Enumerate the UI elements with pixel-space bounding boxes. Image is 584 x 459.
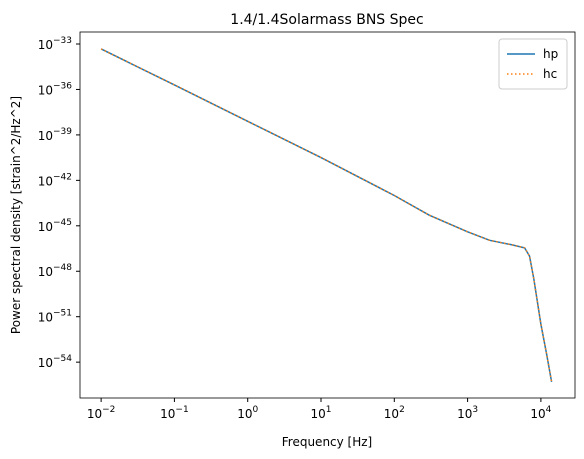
y-tick-label: 10−33 xyxy=(38,36,72,52)
series-line xyxy=(100,48,553,382)
series-line xyxy=(100,48,553,382)
y-tick-label: 10−42 xyxy=(38,172,72,188)
y-tick-label: 10−39 xyxy=(38,127,73,143)
y-tick-label: 10−36 xyxy=(38,81,73,97)
y-axis-label: Power spectral density [strain^2/Hz^2] xyxy=(9,96,23,334)
legend: hp hc xyxy=(498,38,568,90)
x-tick-label: 104 xyxy=(530,405,551,421)
chart-title: 1.4/1.4Solarmass BNS Spec xyxy=(230,12,423,28)
x-tick-label: 103 xyxy=(457,405,478,421)
plot-frame xyxy=(79,31,576,399)
y-tick-label: 10−48 xyxy=(38,263,73,279)
legend-label: hc xyxy=(543,67,557,81)
x-axis-label: Frequency [Hz] xyxy=(282,435,373,449)
x-tick-label: 10−2 xyxy=(87,405,116,421)
legend-label: hp xyxy=(543,47,558,61)
x-tick-label: 102 xyxy=(384,405,405,421)
x-tick-label: 100 xyxy=(237,405,258,421)
x-tick-label: 10−1 xyxy=(160,405,189,421)
y-tick-label: 10−45 xyxy=(38,218,72,234)
legend-box xyxy=(498,38,568,90)
y-tick-label: 10−54 xyxy=(38,354,73,370)
y-tick-label: 10−51 xyxy=(38,309,72,325)
x-tick-label: 101 xyxy=(310,405,331,421)
